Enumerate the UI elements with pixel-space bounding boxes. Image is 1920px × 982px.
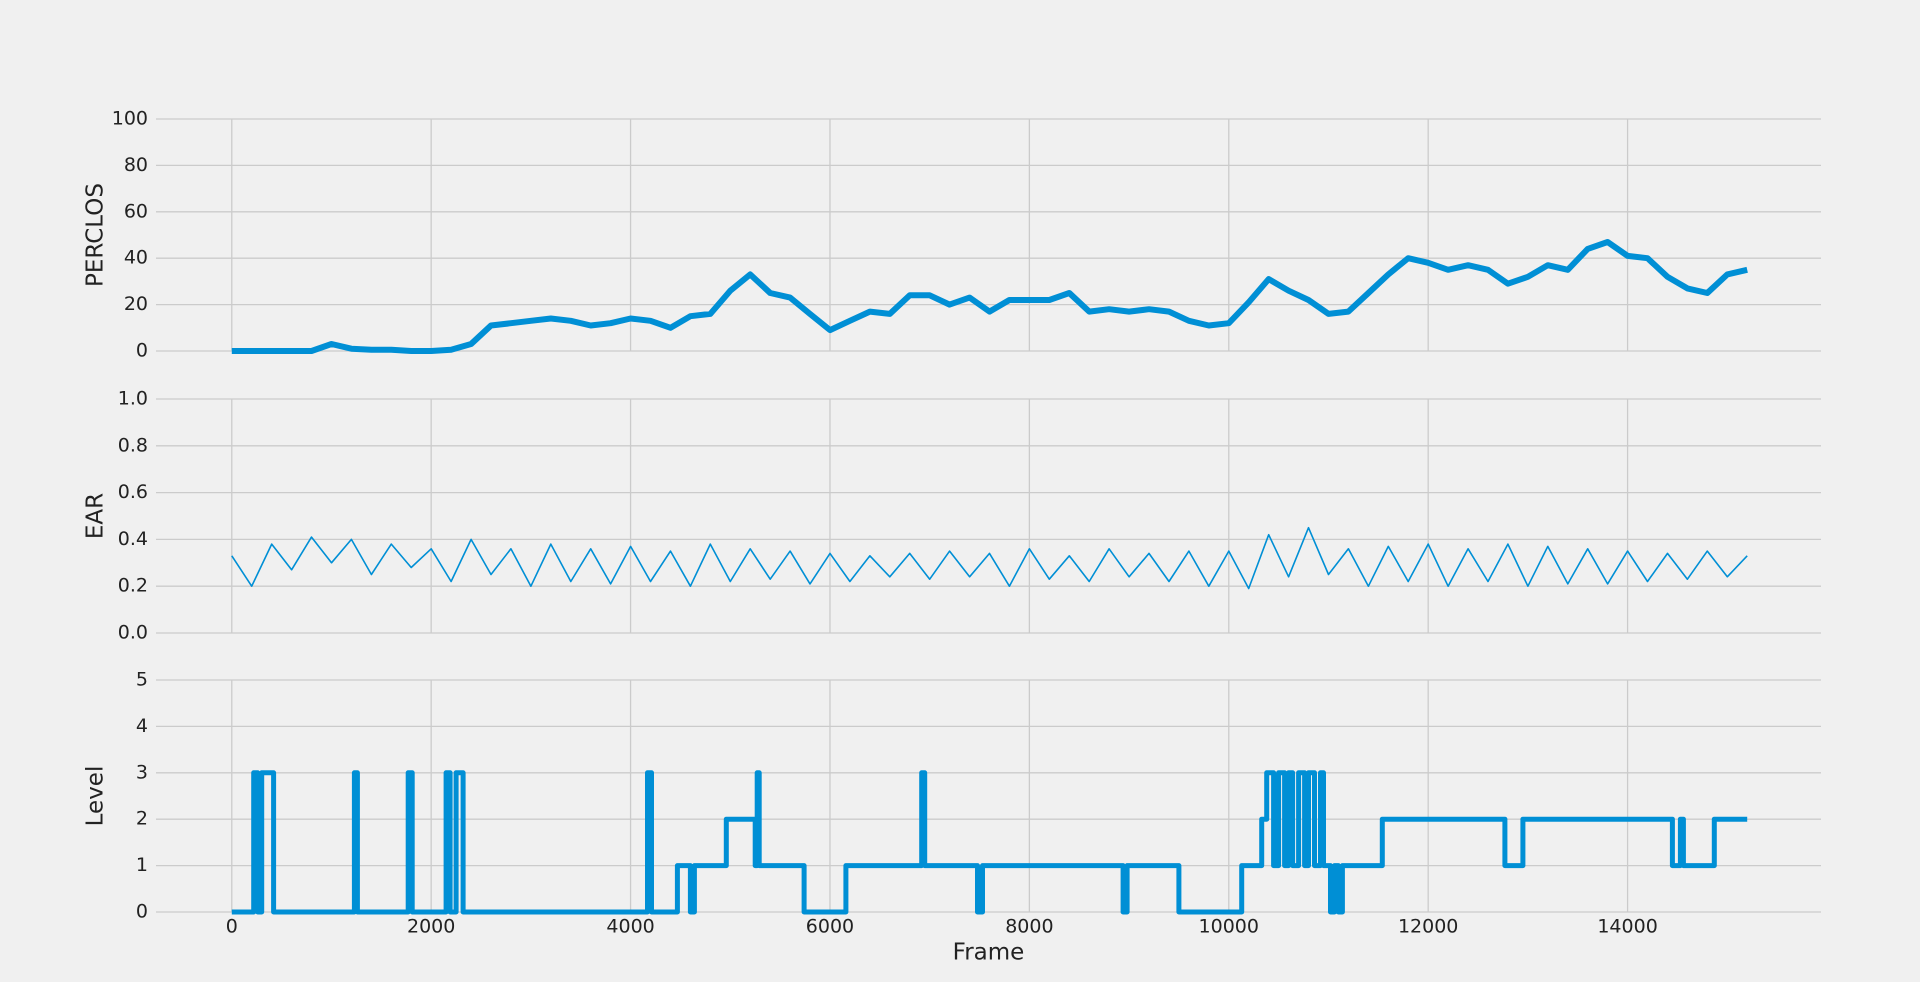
y-tick-label: 1 xyxy=(136,854,148,876)
x-axis-label: Frame xyxy=(953,940,1025,966)
y-tick-label: 20 xyxy=(124,293,148,315)
y-tick-label: 1.0 xyxy=(118,388,148,410)
y-axis-label: Level xyxy=(83,766,109,827)
y-tick-label: 0 xyxy=(136,340,148,362)
y-tick-label: 40 xyxy=(124,247,148,269)
y-tick-label: 5 xyxy=(136,669,148,691)
y-axis-label: PERCLOS xyxy=(83,183,109,287)
y-tick-label: 0.4 xyxy=(118,528,148,550)
x-tick-label: 12000 xyxy=(1398,916,1458,938)
y-tick-label: 0.8 xyxy=(118,434,148,456)
data-line xyxy=(231,526,1748,590)
y-tick-label: 0 xyxy=(136,901,148,923)
y-tick-label: 100 xyxy=(112,108,148,130)
x-tick-label: 10000 xyxy=(1199,916,1259,938)
y-tick-label: 0.6 xyxy=(118,481,148,503)
x-tick-label: 4000 xyxy=(606,916,654,938)
data-line xyxy=(231,239,1748,354)
y-tick-label: 60 xyxy=(124,200,148,222)
x-tick-label: 8000 xyxy=(1005,916,1053,938)
y-tick-label: 0.2 xyxy=(118,575,148,597)
step-line xyxy=(231,770,1748,915)
x-tick-label: 0 xyxy=(226,916,238,938)
x-tick-label: 14000 xyxy=(1597,916,1657,938)
y-tick-label: 80 xyxy=(124,154,148,176)
y-axis-label: EAR xyxy=(83,493,109,539)
y-tick-label: 2 xyxy=(136,808,148,830)
y-tick-label: 3 xyxy=(136,761,148,783)
y-tick-label: 4 xyxy=(136,715,148,737)
x-tick-label: 6000 xyxy=(806,916,854,938)
y-tick-label: 0.0 xyxy=(118,622,148,644)
x-tick-label: 2000 xyxy=(407,916,455,938)
